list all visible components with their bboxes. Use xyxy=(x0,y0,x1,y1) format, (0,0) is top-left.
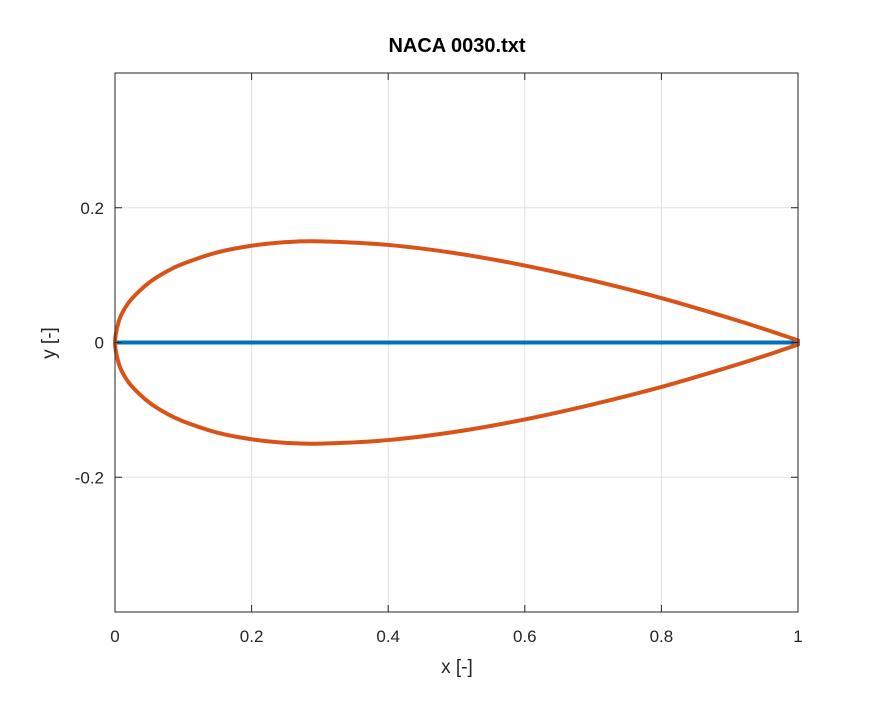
x-tick-label: 0.8 xyxy=(650,627,674,646)
x-tick-label: 0.6 xyxy=(513,627,537,646)
x-axis-label: x [-] xyxy=(441,657,473,678)
y-tick-label: -0.2 xyxy=(75,468,104,487)
ticks: 0 0.2 0.4 0.6 0.8 1 -0.2 0 0.2 xyxy=(75,73,803,646)
y-tick-label: 0 xyxy=(95,334,104,353)
x-tick-label: 1 xyxy=(793,627,802,646)
y-tick-label: 0.2 xyxy=(80,199,104,218)
chart-title: NACA 0030.txt xyxy=(388,35,525,57)
x-tick-label: 0.2 xyxy=(240,627,264,646)
y-axis-label: y [-] xyxy=(39,327,60,359)
x-tick-label: 0 xyxy=(110,627,119,646)
x-tick-label: 0.4 xyxy=(376,627,400,646)
